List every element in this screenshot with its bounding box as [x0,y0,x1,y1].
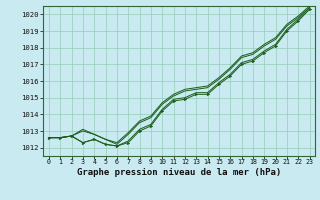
X-axis label: Graphe pression niveau de la mer (hPa): Graphe pression niveau de la mer (hPa) [77,168,281,177]
